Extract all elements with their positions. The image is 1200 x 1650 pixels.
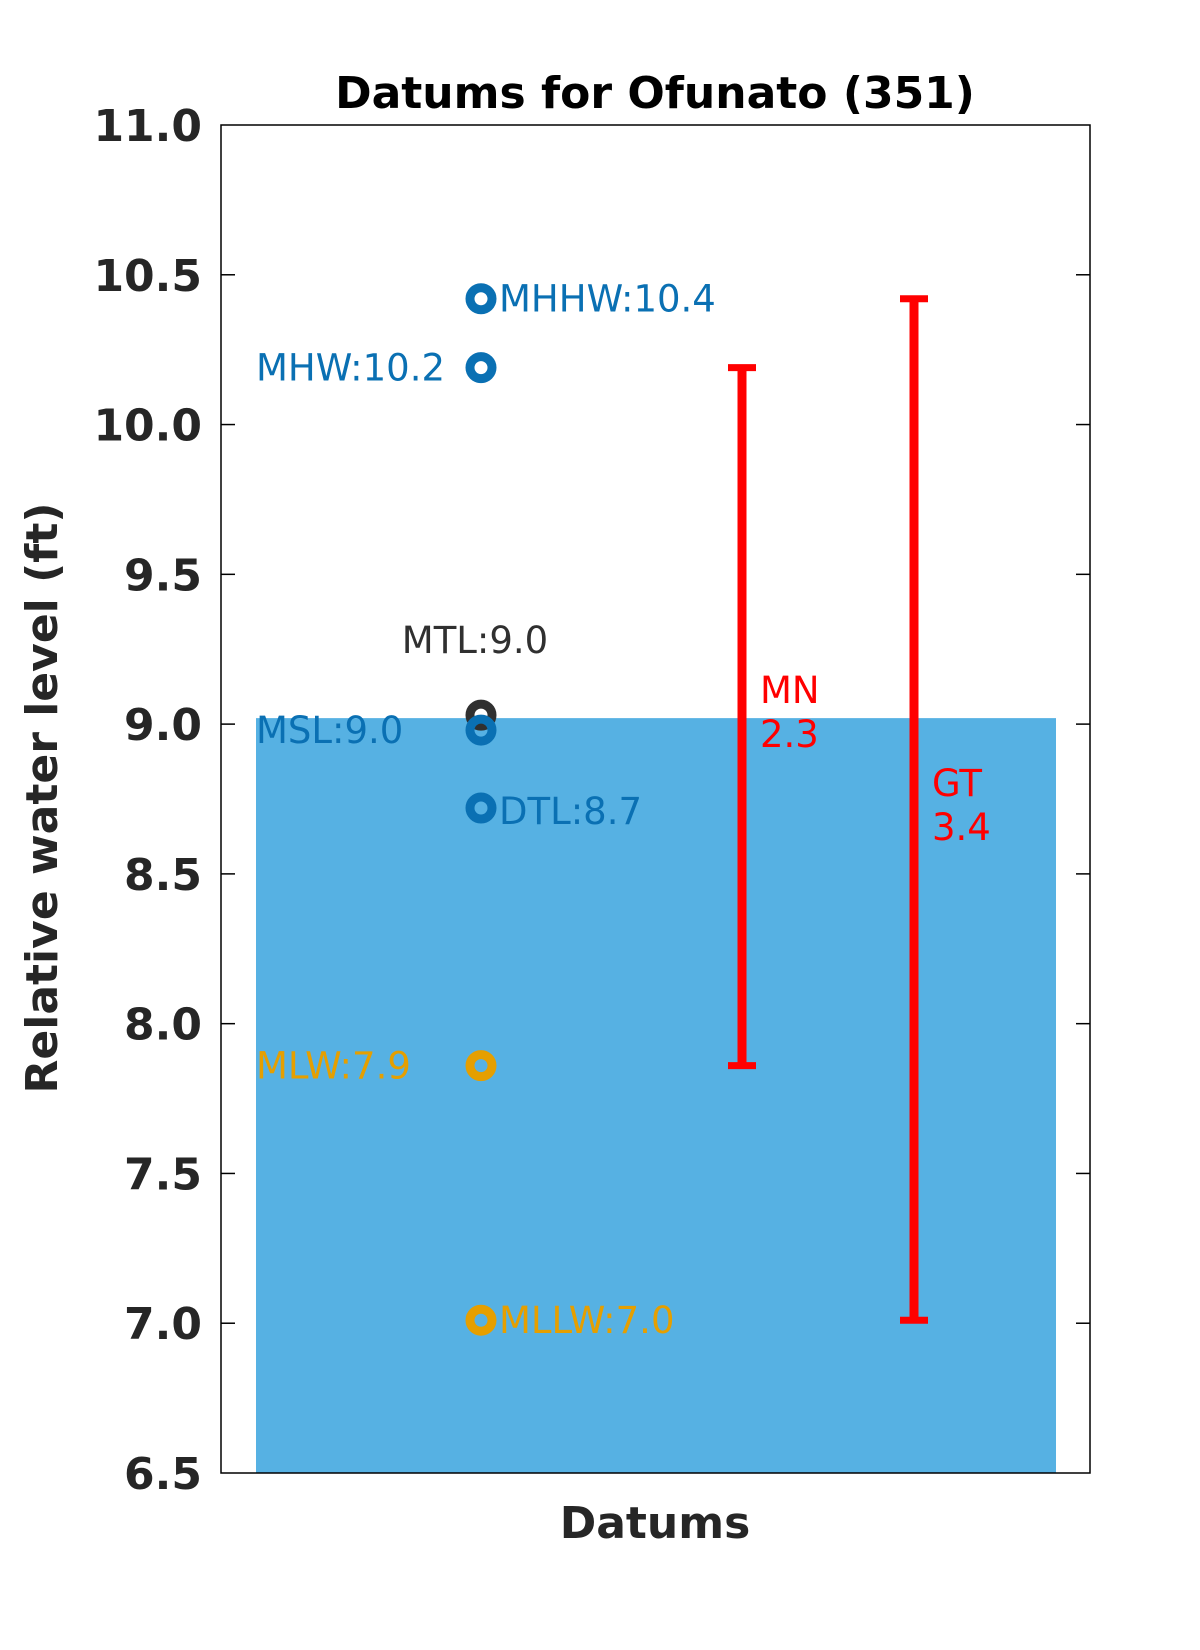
datum-point-mtl: [465, 699, 497, 731]
y-tick-label: 6.5: [124, 1449, 202, 1500]
range-label-name: MN: [760, 669, 820, 712]
range-label-name: GT: [932, 762, 982, 805]
datum-point-mlw: [465, 1050, 497, 1082]
datum-label-mhw: MHW:10.2: [256, 347, 445, 390]
datum-label-mllw: MLLW:7.0: [499, 1299, 674, 1342]
range-label-value: 3.4: [932, 806, 991, 849]
datum-label-dtl: DTL:8.7: [499, 790, 642, 833]
datum-point-dtl: [465, 792, 497, 824]
datum-label-mlw: MLW:7.9: [256, 1045, 411, 1088]
y-tick-label: 8.5: [124, 850, 202, 901]
y-tick-label: 7.5: [124, 1149, 202, 1200]
datum-point-mllw: [465, 1304, 497, 1336]
y-tick-label: 7.0: [124, 1299, 202, 1350]
datum-label-mhhw: MHHW:10.4: [499, 278, 716, 321]
y-tick-label: 10.5: [93, 251, 202, 302]
plot-frame: [220, 124, 1091, 1474]
range-label-value: 2.3: [760, 713, 819, 756]
water-level-fill: [256, 718, 1056, 1473]
chart-title: Datums for Ofunato (351): [335, 68, 975, 119]
y-tick-label: 10.0: [93, 401, 202, 452]
y-axis-label: Relative water level (ft): [17, 503, 68, 1094]
datum-point-mhw: [465, 352, 497, 384]
datum-label-msl: MSL:9.0: [256, 709, 403, 752]
datum-point-mhhw: [465, 283, 497, 315]
y-tick-label: 9.5: [124, 550, 202, 601]
y-tick-label: 9.0: [124, 700, 202, 751]
x-axis-label: Datums: [560, 1498, 751, 1549]
y-tick-label: 11.0: [93, 101, 202, 152]
y-tick-label: 8.0: [124, 1000, 202, 1051]
datum-point-msl: [465, 714, 497, 746]
datum-label-mtl: MTL:9.0: [402, 619, 548, 662]
